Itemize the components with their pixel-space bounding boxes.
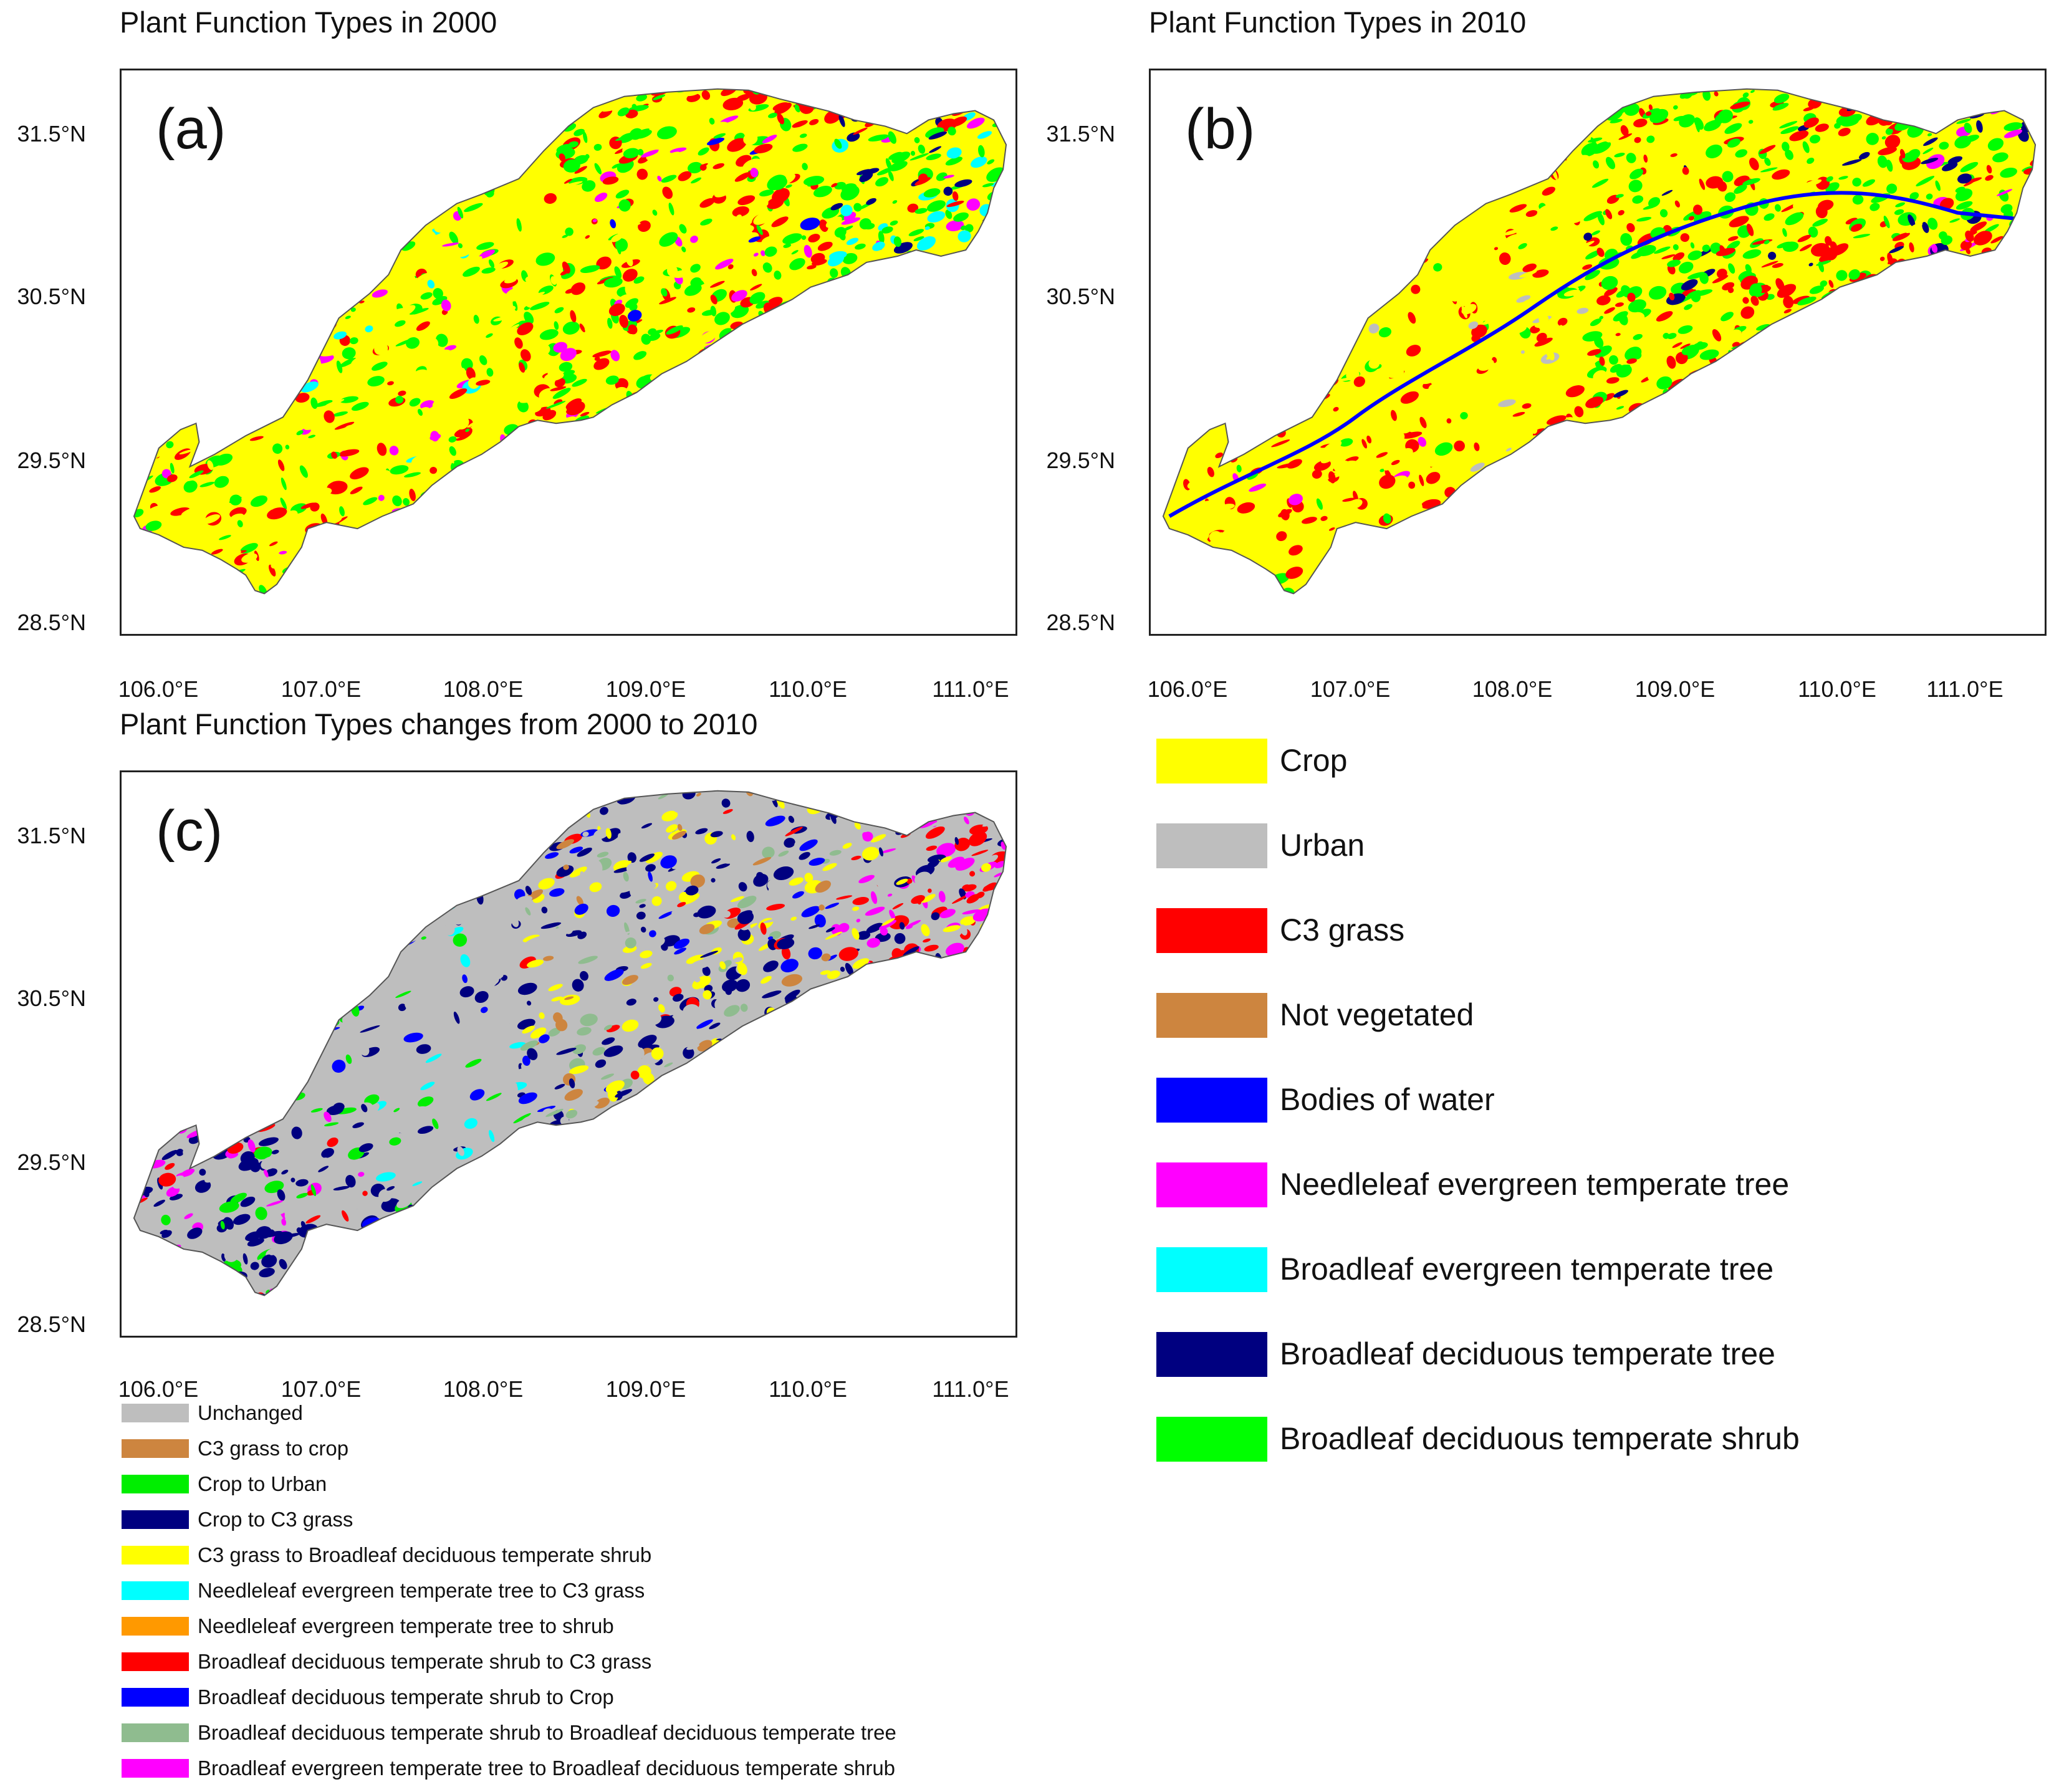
map-frame-b: (b) [1149, 69, 2047, 636]
map-c [122, 772, 1015, 1336]
legend-swatch [122, 1510, 189, 1529]
map-b [1151, 70, 2045, 634]
panel-b-label: (b) [1185, 97, 1255, 162]
lat-tick-a-295: 29.5°N [0, 448, 86, 474]
legend-label: Needleleaf evergreen temperate tree [1280, 1166, 1789, 1202]
lon-tick-c-110: 110.0°E [733, 1376, 883, 1402]
legend-label: Needleleaf evergreen temperate tree to s… [198, 1614, 614, 1638]
lat-tick-c-315: 31.5°N [0, 823, 86, 849]
lat-tick-c-295: 29.5°N [0, 1149, 86, 1176]
legend-label: C3 grass to Broadleaf deciduous temperat… [198, 1543, 651, 1567]
panel-b-title: Plant Function Types in 2010 [1149, 5, 1526, 39]
legend-swatch [1156, 823, 1267, 868]
legend-swatch [1156, 1162, 1267, 1207]
lon-tick-b-108: 108.0°E [1437, 676, 1587, 702]
legend-swatch [1156, 1332, 1267, 1377]
legend-swatch [122, 1581, 189, 1600]
legend-label: Broadleaf evergreen temperate tree to Br… [198, 1756, 895, 1780]
legend-swatch [1156, 993, 1267, 1038]
legend-label: Crop to Urban [198, 1472, 327, 1496]
land-cover-patches [1151, 70, 2045, 634]
legend-swatch [122, 1723, 189, 1742]
lon-tick-b-107: 107.0°E [1275, 676, 1425, 702]
panel-a-label: (a) [156, 97, 226, 162]
panel-c-label: (c) [156, 798, 223, 864]
legend-label: C3 grass to crop [198, 1437, 348, 1460]
legend-swatch [1156, 1078, 1267, 1123]
legend-swatch [122, 1759, 189, 1778]
lat-tick-a-285: 28.5°N [0, 610, 86, 636]
legend-label: Broadleaf evergreen temperate tree [1280, 1251, 1773, 1287]
lat-tick-c-305: 30.5°N [0, 985, 86, 1012]
legend-swatch [122, 1652, 189, 1671]
lat-tick-b-295: 29.5°N [1003, 448, 1115, 474]
lon-tick-a-108: 108.0°E [408, 676, 558, 702]
legend-swatch [122, 1439, 189, 1458]
legend-label: Crop [1280, 742, 1347, 779]
lat-tick-c-285: 28.5°N [0, 1311, 86, 1338]
legend-swatch [122, 1404, 189, 1422]
legend-swatch [122, 1475, 189, 1493]
panel-c-title: Plant Function Types changes from 2000 t… [120, 707, 757, 741]
lat-tick-b-315: 31.5°N [1003, 121, 1115, 147]
lon-tick-c-111: 111.0°E [896, 1376, 1045, 1402]
legend-label: Broadleaf deciduous temperate shrub to C… [198, 1650, 651, 1674]
legend-label: Crop to C3 grass [198, 1508, 353, 1531]
legend-label: Broadleaf deciduous temperate shrub to C… [198, 1685, 614, 1709]
lon-tick-a-107: 107.0°E [246, 676, 396, 702]
legend-label: C3 grass [1280, 912, 1404, 948]
legend-swatch [1156, 908, 1267, 953]
legend-swatch [1156, 739, 1267, 783]
lon-tick-c-107: 107.0°E [246, 1376, 396, 1402]
lat-tick-b-305: 30.5°N [1003, 284, 1115, 310]
lon-tick-c-109: 109.0°E [571, 1376, 721, 1402]
lat-tick-a-305: 30.5°N [0, 284, 86, 310]
land-cover-patches [122, 70, 1015, 634]
lat-tick-a-315: 31.5°N [0, 121, 86, 147]
legend-swatch [122, 1688, 189, 1707]
legend-swatch [122, 1546, 189, 1564]
map-a [122, 70, 1015, 634]
panel-a-title: Plant Function Types in 2000 [120, 5, 497, 39]
land-cover-patches [122, 772, 1015, 1336]
lon-tick-a-111: 111.0°E [896, 676, 1045, 702]
legend-label: Needleleaf evergreen temperate tree to C… [198, 1579, 645, 1603]
legend-label: Unchanged [198, 1401, 303, 1425]
lon-tick-a-106: 106.0°E [84, 676, 233, 702]
legend-swatch [122, 1617, 189, 1636]
legend-label: Broadleaf deciduous temperate shrub to B… [198, 1721, 896, 1745]
legend-label: Bodies of water [1280, 1081, 1495, 1118]
legend-swatch [1156, 1417, 1267, 1462]
lon-tick-a-109: 109.0°E [571, 676, 721, 702]
legend-label: Urban [1280, 827, 1365, 863]
lon-tick-b-110: 110.0°E [1762, 676, 1912, 702]
map-frame-a: (a) [120, 69, 1017, 636]
lon-tick-c-106: 106.0°E [84, 1376, 233, 1402]
map-frame-c: (c) [120, 770, 1017, 1338]
lon-tick-a-110: 110.0°E [733, 676, 883, 702]
lon-tick-c-108: 108.0°E [408, 1376, 558, 1402]
legend-label: Broadleaf deciduous temperate tree [1280, 1336, 1775, 1372]
legend-swatch [1156, 1247, 1267, 1292]
lon-tick-b-111: 111.0°E [1890, 676, 2040, 702]
lon-tick-b-109: 109.0°E [1600, 676, 1750, 702]
legend-label: Not vegetated [1280, 997, 1474, 1033]
lon-tick-b-106: 106.0°E [1113, 676, 1262, 702]
legend-label: Broadleaf deciduous temperate shrub [1280, 1421, 1800, 1457]
lat-tick-b-285: 28.5°N [1003, 610, 1115, 636]
